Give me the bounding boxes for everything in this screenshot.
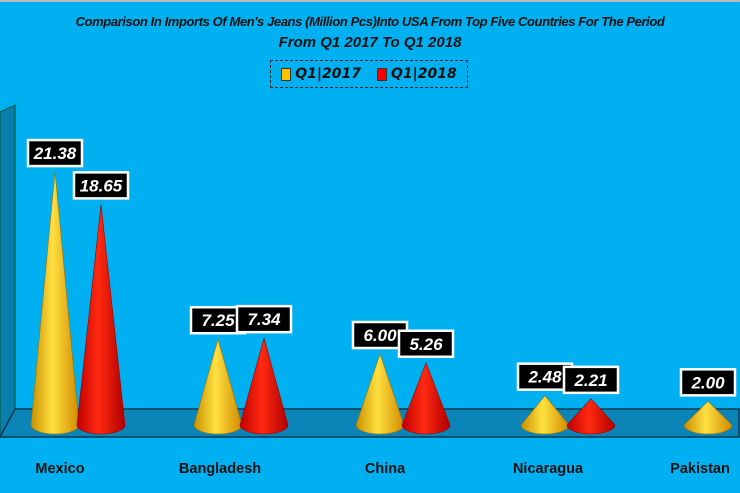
data-label: 21.38 <box>33 144 77 163</box>
left-wall <box>0 104 16 439</box>
category-label: Mexico <box>35 461 84 477</box>
cone-Q1-2018 <box>239 337 289 435</box>
data-label: 2.00 <box>690 373 725 392</box>
data-label: 2.21 <box>573 371 607 390</box>
category-label: China <box>365 461 406 477</box>
cone-Q1-2017 <box>30 172 80 435</box>
category-label: Bangladesh <box>179 461 261 477</box>
data-label-box <box>26 138 84 168</box>
legend-label-2018: Q1|2018 <box>391 66 457 82</box>
data-label: 5.26 <box>409 335 443 354</box>
legend: Q1|2017 Q1|2018 <box>270 60 468 88</box>
category-label: Pakistan <box>670 461 730 477</box>
legend-item-2017: Q1|2017 <box>281 66 361 82</box>
legend-swatch-2017 <box>281 67 292 81</box>
data-label-box <box>397 329 455 359</box>
cone-Q1-2018 <box>566 398 616 435</box>
data-label: 6.00 <box>363 326 397 345</box>
data-label: 2.48 <box>527 368 562 387</box>
legend-label-2017: Q1|2017 <box>295 66 361 82</box>
data-label: 18.65 <box>80 176 123 195</box>
chart-subtitle: From Q1 2017 To Q1 2018 <box>278 34 462 51</box>
top-border <box>0 0 740 2</box>
legend-swatch-2018 <box>377 67 387 81</box>
data-label: 7.25 <box>201 311 235 330</box>
cone-Q1-2018 <box>401 361 451 435</box>
data-label: 7.34 <box>247 310 281 329</box>
cone-Q1-2018 <box>76 204 126 435</box>
data-label-box <box>562 365 620 395</box>
cone-Q1-2017 <box>193 338 243 435</box>
cone-Q1-2017 <box>355 353 405 435</box>
cone-Q1-2017 <box>683 400 733 435</box>
chart-title-block: Comparison In Imports Of Men's Jeans (Mi… <box>0 12 740 53</box>
data-label-box <box>679 368 737 397</box>
data-label-box <box>72 171 130 200</box>
legend-item-2018: Q1|2018 <box>377 66 457 82</box>
data-label-box <box>235 304 293 334</box>
category-label: Nicaragua <box>513 461 584 477</box>
chart-title: Comparison In Imports Of Men's Jeans (Mi… <box>75 14 665 29</box>
